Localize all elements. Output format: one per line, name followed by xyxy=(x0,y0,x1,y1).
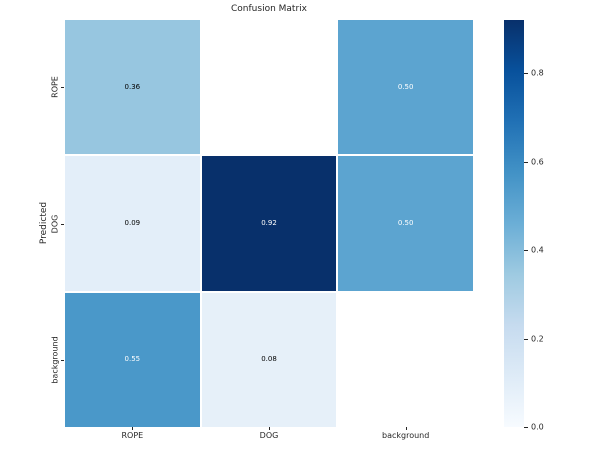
tick-mark xyxy=(524,338,528,340)
tick-mark xyxy=(132,427,134,430)
x-tick-label: ROPE xyxy=(121,431,144,440)
heatmap-cell: 0.50 xyxy=(338,156,473,291)
tick-mark xyxy=(524,73,528,75)
cell-value: 0.50 xyxy=(397,218,414,227)
y-tick-label: DOG xyxy=(50,214,60,233)
cell-value: 0.36 xyxy=(124,82,141,91)
heatmap-cell xyxy=(201,20,337,155)
heatmap-cell: 0.55 xyxy=(65,292,200,427)
tick-mark xyxy=(61,87,64,89)
y-axis-label: Predicted xyxy=(39,201,49,245)
heatmap-cell xyxy=(338,292,473,427)
cell-value: 0.09 xyxy=(124,218,141,227)
tick-mark xyxy=(524,427,528,428)
cell-value: 0.50 xyxy=(397,82,414,91)
chart-title: Confusion Matrix xyxy=(231,4,307,14)
tick-mark xyxy=(524,161,528,163)
heatmap-cell: 0.36 xyxy=(65,20,200,155)
colorbar-tick-label: 0.0 xyxy=(531,422,544,432)
tick-mark xyxy=(61,223,64,225)
colorbar xyxy=(504,20,524,427)
tick-mark xyxy=(269,427,270,430)
tick-mark xyxy=(405,427,407,430)
colorbar-tick-label: 0.6 xyxy=(531,157,544,167)
tick-mark xyxy=(524,250,528,252)
tick-mark xyxy=(61,359,64,361)
heatmap-grid: 0.36 0.50 0.09 0.92 0.50 0.55 0.08 xyxy=(65,20,473,427)
heatmap-cell: 0.08 xyxy=(201,292,337,427)
heatmap-cell: 0.50 xyxy=(338,20,473,155)
colorbar-tick-label: 0.4 xyxy=(531,245,544,255)
heatmap-cell: 0.09 xyxy=(65,156,200,291)
cell-value: 0.55 xyxy=(124,355,141,364)
x-tick-label: DOG xyxy=(259,431,279,440)
y-tick-label: background xyxy=(50,336,60,384)
colorbar-tick-label: 0.2 xyxy=(531,334,544,344)
cell-value: 0.92 xyxy=(261,218,277,227)
cell-value: 0.08 xyxy=(261,355,277,364)
colorbar-tick-label: 0.8 xyxy=(531,68,544,78)
x-tick-label: background xyxy=(381,431,430,440)
heatmap-cell: 0.92 xyxy=(201,156,337,291)
y-tick-label: ROPE xyxy=(50,76,60,99)
